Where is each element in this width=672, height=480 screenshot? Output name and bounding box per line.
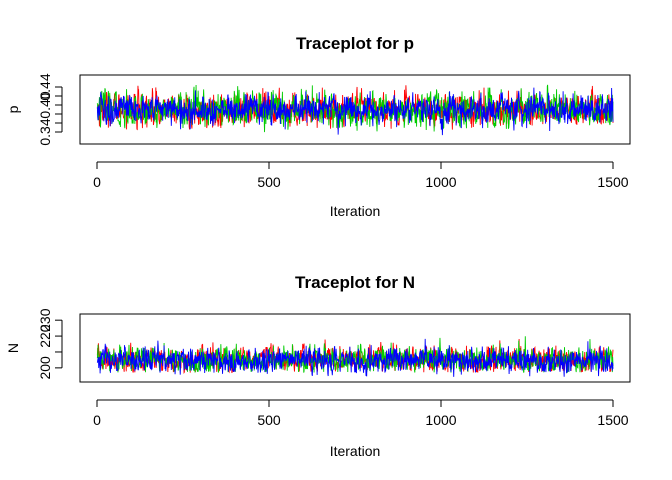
y-tick-label: 0.34 xyxy=(37,118,53,145)
x-tick-label: 1000 xyxy=(425,174,456,190)
plot-frame xyxy=(79,313,631,383)
y-tick-label: 0.40 xyxy=(37,91,53,118)
y-tick-label: 230 xyxy=(37,308,53,332)
x-tick-label: 1500 xyxy=(597,412,628,428)
x-tick-label: 0 xyxy=(93,174,101,190)
x-tick-label: 1000 xyxy=(425,412,456,428)
x-axis: 0 500 1000 1500 xyxy=(93,399,629,428)
plot-frame xyxy=(79,74,631,145)
x-tick-label: 0 xyxy=(93,412,101,428)
trace-lines xyxy=(96,84,614,136)
x-axis-label: Iteration xyxy=(330,203,381,219)
y-tick-label: 200 xyxy=(37,356,53,380)
x-tick-label: 500 xyxy=(257,174,281,190)
y-tick-label: 220 xyxy=(37,324,53,348)
y-axis-label: N xyxy=(5,343,21,353)
x-tick-label: 500 xyxy=(257,412,281,428)
x-axis-label: Iteration xyxy=(330,443,381,459)
x-tick-label: 1500 xyxy=(597,174,628,190)
chart-title: Traceplot for N xyxy=(295,273,415,292)
trace-series-3 xyxy=(96,338,614,377)
trace-series-3 xyxy=(96,87,614,136)
chart-title: Traceplot for p xyxy=(296,34,414,53)
y-axis-label: p xyxy=(5,105,21,113)
y-axis: 0.340.400.44 xyxy=(37,73,63,146)
panel-n: Traceplot for N0 500 1000 1500Iteration2002… xyxy=(5,273,631,459)
panel-p: Traceplot for p 0 500 1000 1500 Iteration 0.34… xyxy=(5,34,631,219)
trace-lines xyxy=(96,336,614,377)
y-tick-label: 0.44 xyxy=(37,73,53,100)
x-axis: 0 500 1000 1500 xyxy=(93,161,629,190)
